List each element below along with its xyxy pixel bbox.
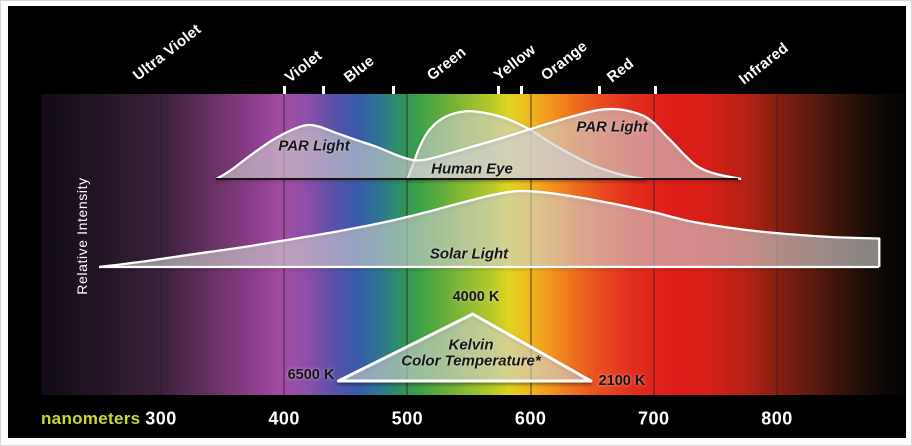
solar-light-label: Solar Light: [429, 245, 509, 263]
kelvin-4000k-label: 4000 K: [452, 289, 500, 305]
x-axis-tick-400: 400: [268, 408, 300, 429]
boundary-tick: [322, 86, 326, 94]
x-axis-tick-800: 800: [761, 408, 793, 429]
boundary-tick: [520, 86, 524, 94]
gridline-300nm: [160, 94, 162, 395]
kelvin-title-line1: Kelvin: [448, 336, 494, 354]
x-axis-unit-label: nanometers: [41, 409, 141, 428]
par-light-label-left: PAR Light: [278, 137, 350, 155]
par-light-curve-fill: [216, 108, 742, 179]
x-axis-tick-500: 500: [391, 408, 424, 429]
kelvin-2100k-label: 2100 K: [598, 373, 646, 389]
boundary-tick: [392, 86, 396, 94]
boundary-tick: [497, 86, 501, 94]
boundary-tick: [653, 86, 657, 94]
solar-light-curve-fill: [99, 190, 880, 267]
solar-light-curve-line: [99, 189, 881, 269]
par-light-curve-line: [215, 107, 742, 181]
x-axis-tick-300: 300: [145, 408, 177, 429]
kelvin-triangle: [336, 312, 593, 383]
boundary-tick: [282, 86, 286, 94]
par-light-label-right: PAR Light: [576, 118, 648, 136]
solar-light-curve: [99, 189, 881, 269]
x-axis-tick-700: 700: [638, 408, 670, 429]
y-axis-label: Relative Intensity: [74, 177, 90, 295]
kelvin-6500k-label: 6500 K: [287, 367, 335, 383]
boundary-tick: [598, 86, 602, 94]
x-axis-tick-600: 600: [514, 408, 547, 429]
human-eye-label: Human Eye: [431, 160, 513, 178]
kelvin-triangle-shape: [336, 312, 593, 383]
kelvin-title-line2: Color Temperature*: [401, 352, 541, 370]
par-light-curve: [215, 107, 742, 181]
